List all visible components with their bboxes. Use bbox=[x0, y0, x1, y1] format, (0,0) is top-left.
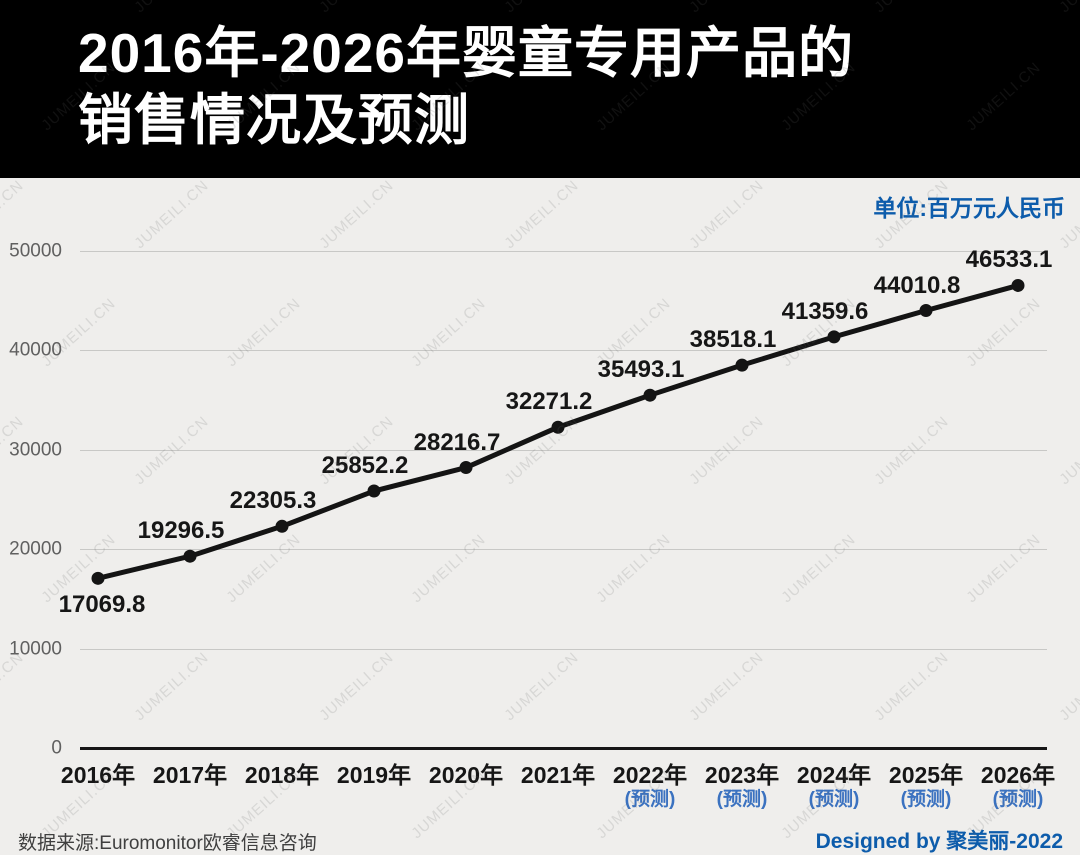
x-axis-year-label: 2018年 bbox=[244, 762, 320, 788]
data-point-marker bbox=[643, 388, 657, 402]
x-axis-year-label: 2025年 bbox=[888, 762, 964, 788]
gridline bbox=[80, 449, 1047, 451]
gridline bbox=[80, 549, 1047, 551]
y-tick-label: 20000 bbox=[9, 538, 62, 560]
data-point-marker bbox=[367, 484, 381, 498]
gridline bbox=[80, 251, 1047, 252]
page-title: 2016年-2026年婴童专用产品的 销售情况及预测 bbox=[78, 20, 854, 154]
x-axis-year-label: 2019年 bbox=[336, 762, 412, 788]
x-axis-forecast-label: (预测) bbox=[992, 789, 1044, 810]
y-tick-label: 0 bbox=[51, 737, 62, 759]
data-point-marker bbox=[551, 420, 565, 434]
x-axis-forecast-label: (预测) bbox=[716, 789, 768, 810]
unit-label: 单位:百万元人民币 bbox=[873, 195, 1065, 221]
x-axis-year-label: 2016年 bbox=[60, 762, 136, 788]
gridline bbox=[80, 648, 1047, 650]
data-point-marker bbox=[827, 330, 841, 344]
data-value-label: 38518.1 bbox=[689, 326, 777, 354]
y-tick-label: 10000 bbox=[9, 638, 62, 660]
data-value-label: 44010.8 bbox=[873, 271, 961, 299]
x-axis-forecast-label: (预测) bbox=[900, 789, 952, 810]
x-axis-year-label: 2021年 bbox=[520, 762, 596, 788]
x-axis-year-label: 2020年 bbox=[428, 762, 504, 788]
data-value-label: 46533.1 bbox=[965, 246, 1053, 274]
data-point-marker bbox=[275, 519, 289, 533]
data-point-marker bbox=[919, 304, 933, 318]
x-axis-year-label: 2024年 bbox=[796, 762, 872, 788]
data-value-label: 41359.6 bbox=[781, 297, 869, 325]
y-tick-label: 30000 bbox=[9, 439, 62, 461]
x-axis-forecast-label: (预测) bbox=[624, 789, 676, 810]
data-value-label: 19296.5 bbox=[137, 517, 225, 545]
data-point-marker bbox=[183, 549, 197, 563]
x-axis-baseline bbox=[80, 747, 1047, 750]
header: 2016年-2026年婴童专用产品的 销售情况及预测 bbox=[0, 0, 1080, 178]
data-value-label: 32271.2 bbox=[505, 388, 593, 416]
title-line-1: 2016年-2026年婴童专用产品的 bbox=[78, 22, 855, 84]
data-point-marker bbox=[91, 571, 105, 585]
x-axis-forecast-label: (预测) bbox=[808, 789, 860, 810]
footer: 数据来源:Euromonitor欧睿信息咨询 Designed by 聚美丽-2… bbox=[0, 818, 1080, 855]
title-line-2: 销售情况及预测 bbox=[78, 89, 471, 151]
y-tick-label: 50000 bbox=[9, 240, 62, 262]
data-value-label: 22305.3 bbox=[229, 487, 317, 515]
data-value-label: 25852.2 bbox=[321, 452, 409, 480]
data-source-text: 数据来源:Euromonitor欧睿信息咨询 bbox=[18, 833, 317, 854]
x-axis-year-label: 2026年 bbox=[980, 762, 1056, 788]
x-axis-year-label: 2022年 bbox=[612, 762, 688, 788]
data-value-label: 28216.7 bbox=[413, 428, 501, 456]
gridline bbox=[80, 350, 1047, 352]
x-axis-year-label: 2023年 bbox=[704, 762, 780, 788]
data-value-label: 35493.1 bbox=[597, 356, 685, 384]
data-point-marker bbox=[735, 358, 749, 372]
x-axis-year-label: 2017年 bbox=[152, 762, 228, 788]
data-value-label: 17069.8 bbox=[58, 591, 146, 619]
design-credit-text: Designed by 聚美丽-2022 bbox=[815, 830, 1063, 853]
data-point-marker bbox=[459, 461, 473, 475]
y-tick-label: 40000 bbox=[9, 339, 62, 361]
data-point-marker bbox=[1011, 278, 1025, 292]
